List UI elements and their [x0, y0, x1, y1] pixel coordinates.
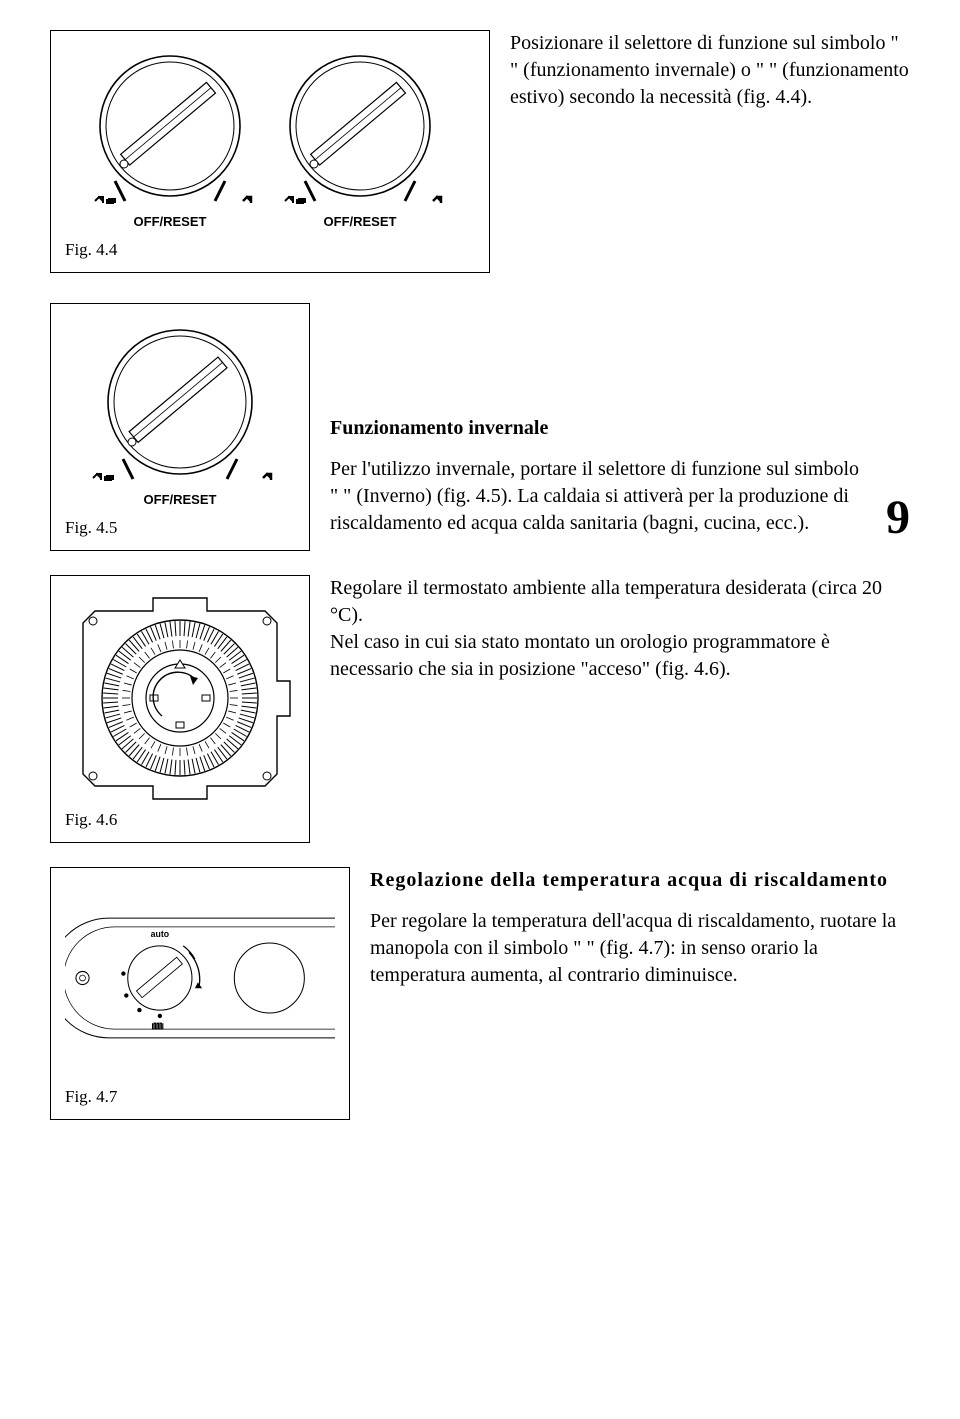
fig47-caption: Fig. 4.7: [61, 1086, 117, 1109]
offreset-label-1: OFF/RESET: [134, 214, 207, 229]
section2-paragraph: Per l'utilizzo invernale, porta­re il se…: [330, 456, 866, 537]
section1-text: Posizionare il selettore di fun­zione su…: [510, 30, 910, 273]
fig46-svg: [65, 586, 295, 801]
section2-heading: Funzionamento invernale: [330, 415, 866, 442]
fig44-caption: Fig. 4.4: [61, 239, 117, 262]
section4-text: Regolazione della tempe­ratura acqua di …: [370, 867, 910, 1120]
section3-paragraph: Regolare il termostato ambien­te alla te…: [330, 575, 910, 683]
fig45-caption: Fig. 4.5: [61, 517, 117, 540]
section4-heading: Regolazione della tempe­ratura acqua di …: [370, 867, 910, 894]
offreset-label-3: OFF/RESET: [144, 492, 217, 507]
section3-text: Regolare il termostato ambien­te alla te…: [330, 575, 910, 843]
section1-paragraph: Posizionare il selettore di fun­zione su…: [510, 30, 910, 111]
section4-paragraph: Per regolare la temperatura del­l'acqua …: [370, 908, 910, 989]
section2-text: Funzionamento invernale Per l'utilizzo i…: [330, 415, 866, 551]
figure-4-7: auto Fig. 4.7: [50, 867, 350, 1120]
page-number: 9: [886, 486, 910, 551]
fig47-svg: auto: [65, 878, 335, 1078]
fig44-svg: OFF/RESET OFF/RESET: [65, 41, 475, 231]
figure-4-4: OFF/RESET OFF/RESET Fig. 4.4: [50, 30, 490, 273]
fig45-svg: OFF/RESET: [65, 314, 295, 509]
offreset-label-2: OFF/RESET: [324, 214, 397, 229]
fig46-caption: Fig. 4.6: [61, 809, 117, 832]
figure-4-6: Fig. 4.6: [50, 575, 310, 843]
auto-label: auto: [151, 929, 169, 939]
figure-4-5: OFF/RESET Fig. 4.5: [50, 303, 310, 551]
